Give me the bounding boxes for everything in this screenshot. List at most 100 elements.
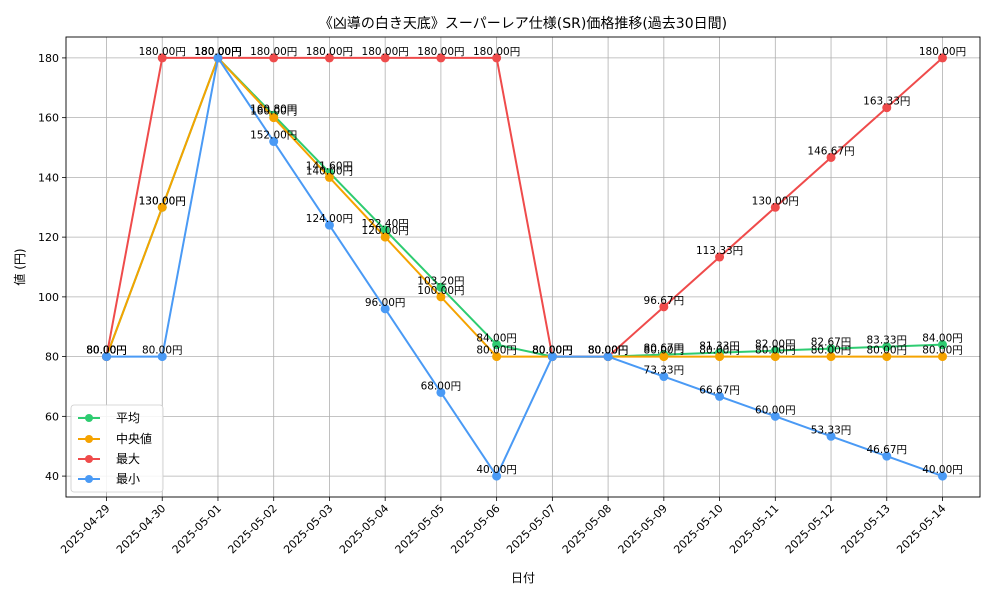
x-tick-label: 2025-05-01 (170, 502, 224, 556)
legend: 平均 中央値 最大 最小 (70, 404, 164, 493)
data-label-median: 140.00円 (306, 165, 353, 177)
x-axis-title: 日付 (511, 571, 535, 585)
data-point-median (882, 352, 892, 362)
data-point-max (157, 53, 167, 63)
legend-box (70, 404, 164, 493)
data-point-min (269, 137, 279, 147)
data-label-max: 180.00円 (919, 46, 966, 58)
y-tick-label: 140 (38, 171, 59, 184)
data-point-max (770, 202, 780, 212)
data-point-median (770, 352, 780, 362)
data-point-median (380, 232, 390, 242)
y-tick-label: 160 (38, 112, 59, 125)
data-point-median (715, 352, 725, 362)
x-tick-label: 2025-05-14 (894, 502, 948, 556)
data-label-min: 66.67円 (699, 384, 740, 396)
data-point-min (826, 431, 836, 441)
y-tick-label: 120 (38, 231, 59, 244)
data-point-average (938, 340, 947, 350)
series-line-median (105, 56, 943, 358)
data-label-min: 46.67円 (866, 444, 907, 456)
data-point-average (882, 342, 892, 352)
data-point-max (938, 53, 947, 63)
data-label-max: 130.00円 (752, 195, 799, 207)
data-label-min: 80.00円 (532, 345, 573, 357)
x-tick-label: 2025-05-11 (727, 502, 781, 556)
data-label-average: 82.67円 (811, 337, 852, 349)
data-label-max: 80.00円 (86, 345, 127, 357)
data-label-min: 40.00円 (476, 464, 517, 476)
data-label-max: 180.00円 (362, 46, 409, 58)
data-point-min (157, 352, 167, 362)
data-label-average: 180.00円 (194, 46, 241, 58)
data-point-min (436, 387, 446, 397)
data-point-max (659, 302, 669, 312)
data-label-max: 80.00円 (532, 345, 573, 357)
data-point-average (826, 344, 836, 354)
data-label-min: 68.00円 (421, 380, 462, 392)
data-label-average: 160.80円 (250, 103, 297, 115)
data-label-min: 180.00円 (194, 46, 241, 58)
data-label-max: 180.00円 (417, 46, 464, 58)
data-label-min: 80.00円 (142, 345, 183, 357)
data-label-min: 96.00円 (365, 297, 406, 309)
data-label-median: 100.00円 (417, 285, 464, 297)
x-tick-label: 2025-05-05 (393, 502, 447, 556)
data-point-min (770, 411, 780, 421)
data-point-min (603, 352, 613, 362)
series-line-min (106, 56, 943, 478)
data-label-average: 122.40円 (362, 218, 409, 230)
legend-label-min: 最小 (116, 472, 140, 486)
data-label-median: 80.00円 (532, 345, 573, 357)
data-point-min (324, 220, 334, 230)
x-tick-label: 2025-05-12 (783, 502, 837, 556)
data-point-min (938, 471, 947, 481)
data-label-median: 80.00円 (588, 345, 629, 357)
legend-label-average: 平均 (116, 411, 140, 425)
x-tick-label: 2025-05-13 (838, 502, 892, 556)
legend-marker-average (85, 414, 93, 422)
data-label-median: 80.00円 (699, 345, 740, 357)
data-label-median: 80.00円 (866, 345, 907, 357)
data-point-median (826, 352, 836, 362)
data-point-min (380, 304, 390, 314)
data-label-min: 73.33円 (644, 365, 685, 377)
x-tick-label: 2025-05-04 (337, 502, 391, 556)
data-point-min (492, 471, 502, 481)
data-point-median (157, 202, 167, 212)
data-point-max (492, 53, 502, 63)
data-label-median: 80.00円 (476, 345, 517, 357)
data-label-average: 80.00円 (588, 345, 629, 357)
y-axis-title: 値 (円) (12, 248, 27, 285)
data-point-min (715, 391, 725, 401)
x-tick-label: 2025-05-09 (616, 502, 670, 556)
data-point-median (269, 113, 279, 123)
data-label-median: 80.00円 (811, 345, 852, 357)
data-label-average: 103.20円 (417, 275, 464, 287)
data-point-median (938, 352, 947, 362)
data-label-max: 80.00円 (588, 345, 629, 357)
y-tick-label: 60 (45, 410, 59, 423)
data-label-median: 130.00円 (139, 195, 186, 207)
data-label-average: 84.00円 (922, 333, 963, 345)
legend-label-median: 中央値 (116, 431, 152, 446)
data-point-average (436, 282, 446, 292)
data-label-median: 180.00円 (194, 46, 241, 58)
data-point-min (102, 352, 111, 362)
data-label-max: 180.00円 (250, 46, 297, 58)
data-label-min: 40.00円 (922, 464, 963, 476)
legend-marker-max (85, 455, 93, 463)
data-label-average: 80.67円 (644, 343, 685, 355)
data-label-median: 80.00円 (755, 345, 796, 357)
x-tick-label: 2025-05-07 (504, 502, 558, 556)
x-tick-label: 2025-04-30 (114, 502, 168, 556)
data-point-average (380, 225, 390, 235)
data-label-max: 180.00円 (139, 46, 186, 58)
x-tick-label: 2025-05-06 (448, 502, 502, 556)
data-label-min: 80.00円 (588, 345, 629, 357)
data-point-median (324, 172, 334, 182)
data-label-average: 81.33円 (699, 341, 740, 353)
data-label-max: 163.33円 (863, 96, 910, 108)
data-label-min: 152.00円 (250, 130, 297, 142)
data-point-average (492, 340, 502, 350)
